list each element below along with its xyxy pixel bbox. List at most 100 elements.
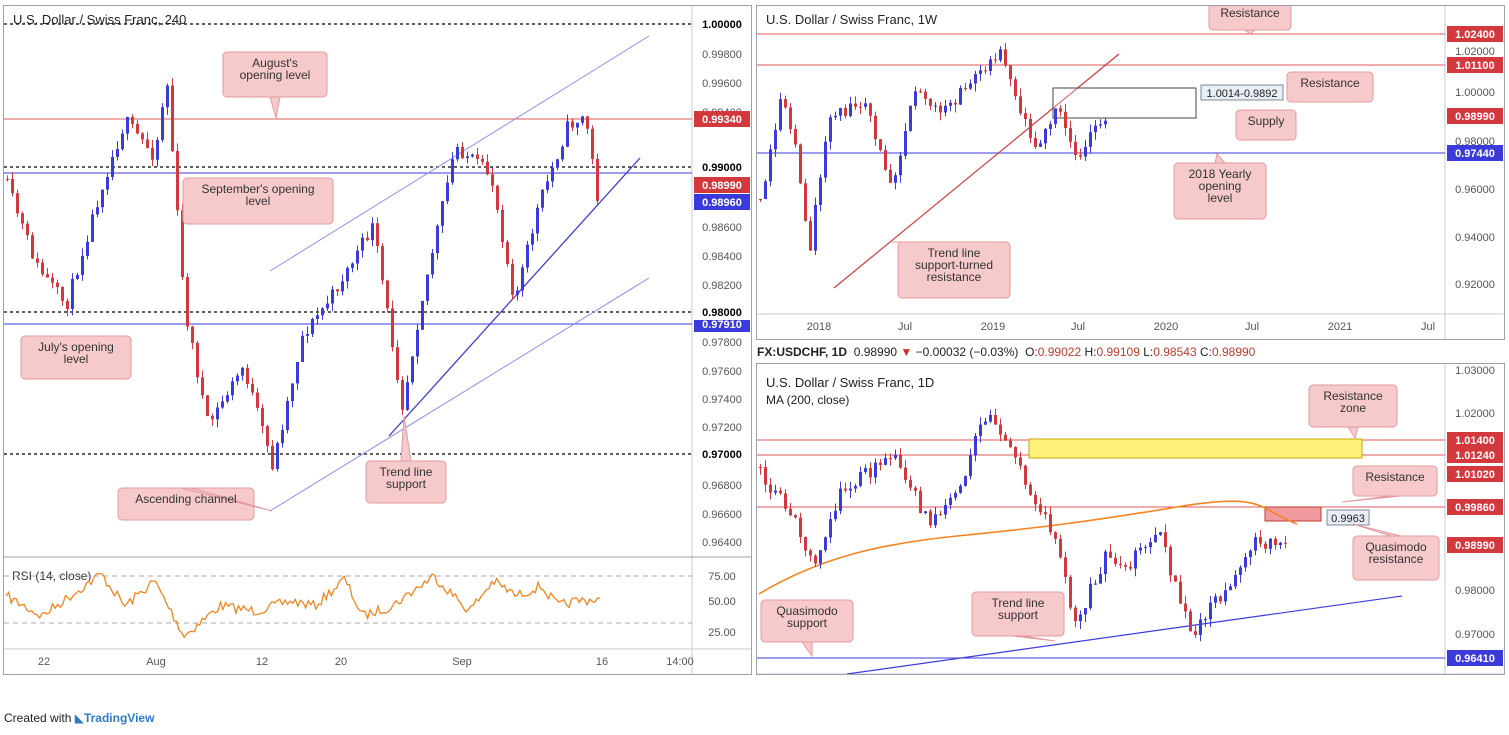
candle-4h-body	[86, 241, 89, 256]
y-tick-label: 0.96000	[1455, 184, 1495, 196]
ohlc-change: −0.00032 (−0.03%)	[915, 345, 1019, 359]
candle-1w-body	[954, 102, 957, 105]
x-tick-label: Jul	[1421, 321, 1435, 333]
candle-1w-body	[779, 99, 782, 130]
candle-1d-body	[1259, 537, 1262, 544]
candle-1d-body	[1254, 537, 1257, 551]
candle-4h-body	[301, 335, 304, 362]
candle-4h-body	[276, 443, 279, 469]
y-tick-label: 0.97200	[702, 422, 742, 434]
price-tag: 0.99340	[702, 114, 742, 126]
y-tick-label: 1.02000	[1455, 46, 1495, 58]
candle-1w-body	[1099, 124, 1102, 126]
candle-1d-body	[959, 485, 962, 493]
chart-4h-svg: 0.998000.996000.994000.986000.984000.982…	[4, 6, 751, 674]
callout-quasimodo-resistance-pointer	[1352, 523, 1402, 537]
candle-1d-body	[1054, 532, 1057, 539]
x-tick-label: 20	[335, 656, 347, 668]
candle-1w-body	[784, 99, 787, 108]
y-tick-label: 0.98000	[1455, 585, 1495, 597]
candle-1d-body	[1029, 484, 1032, 495]
callout-resistance-top-pointer	[1243, 29, 1257, 35]
y-tick-label: 0.92000	[1455, 279, 1495, 291]
candle-4h-body	[266, 426, 269, 446]
channel-lower-line	[269, 277, 650, 512]
candle-4h-body	[526, 244, 529, 268]
candle-4h-body	[246, 367, 249, 384]
candle-1w-body	[884, 150, 887, 170]
price-tag-bg	[694, 177, 750, 193]
candle-1w-body	[844, 108, 847, 116]
price-tag: 1.02400	[1455, 29, 1495, 41]
callout-trendline-text-2: resistance	[927, 270, 982, 284]
candle-1d-body	[919, 490, 922, 514]
candle-1w-body	[929, 98, 932, 106]
candle-4h-body	[296, 361, 299, 384]
candle-1w-body	[989, 59, 992, 71]
callout-resistance-zone-text-0: Resistance	[1323, 389, 1383, 403]
footer-brand[interactable]: TradingView	[83, 711, 155, 725]
candle-1d-body	[874, 462, 877, 478]
candle-4h-body	[306, 334, 309, 336]
y-tick-label: 0.98600	[702, 222, 742, 234]
candle-4h-body	[381, 245, 384, 281]
candle-1w-body	[894, 175, 897, 183]
candle-1d-body	[1224, 590, 1227, 602]
candle-1d-body	[1109, 551, 1112, 558]
candle-4h-body	[241, 367, 244, 376]
callout-july-open-text-1: level	[64, 352, 89, 366]
candle-4h-body	[441, 201, 444, 226]
candle-4h-body	[116, 149, 119, 157]
candle-4h-body	[56, 282, 59, 287]
candle-4h-body	[451, 159, 454, 183]
x-tick-label: 2019	[981, 321, 1005, 333]
candle-4h-body	[326, 303, 329, 309]
resistance-zone-box	[1028, 438, 1363, 459]
supply-label-bg	[1200, 84, 1284, 101]
candle-1d-body	[879, 462, 882, 465]
callout-resistance-text-0: Resistance	[1365, 470, 1425, 484]
candle-1d-body	[854, 485, 857, 489]
candle-1d-body	[984, 421, 987, 425]
price-tag-black: 0.99000	[702, 162, 742, 174]
candle-1d-body	[964, 476, 967, 486]
candle-4h-body	[411, 356, 414, 383]
candle-1d-body	[969, 455, 972, 477]
candle-1d-body	[1139, 547, 1142, 551]
chart-1d-panel[interactable]: 1.030001.020001.010000.980000.970000.996…	[756, 363, 1505, 675]
candle-4h-body	[431, 253, 434, 275]
chart-4h-panel[interactable]: 0.998000.996000.994000.986000.984000.982…	[3, 5, 752, 675]
y-tick-label: 0.98200	[702, 280, 742, 292]
price-tag: 0.98990	[1455, 111, 1495, 123]
candle-1d-body	[1004, 434, 1007, 441]
tradingview-logo-icon: ◣	[74, 711, 84, 725]
candle-4h-body	[476, 154, 479, 159]
candle-1d-body	[859, 472, 862, 486]
callout-quasimodo-resistance-text-1: resistance	[1369, 552, 1424, 566]
candle-4h-body	[366, 237, 369, 241]
callout-trendline-text-1: support	[386, 477, 427, 491]
x-tick-label: 2021	[1328, 321, 1352, 333]
chart-1w-panel[interactable]: 1.02000 1.00000 0.98000 0.96000 0.94000 0.920…	[756, 5, 1505, 340]
trendline-support	[388, 157, 641, 437]
candle-1w-body	[869, 103, 872, 116]
candle-4h-body	[311, 318, 314, 335]
y-tick-label: 0.99800	[702, 49, 742, 61]
candle-4h-body	[436, 225, 439, 254]
candle-4h-body	[341, 281, 344, 292]
price-tag-black-bg	[694, 16, 750, 32]
price-tag-black: 0.98000	[702, 307, 742, 319]
callout-yearly-open-text-0: 2018 Yearly	[1189, 167, 1252, 181]
x-tick-label: Aug	[146, 656, 166, 668]
chart-1d-svg: 1.030001.020001.010000.980000.970000.996…	[757, 364, 1504, 674]
x-tick-label: 2020	[1154, 321, 1178, 333]
callout-quasimodo-support-text-0: Quasimodo	[776, 604, 838, 618]
candle-1w-body	[1049, 124, 1052, 129]
candle-4h-body	[191, 326, 194, 343]
candle-1w-body	[1064, 111, 1067, 129]
candle-4h-body	[51, 277, 54, 283]
candle-4h-body	[256, 392, 259, 408]
ohlc-symbol: FX:USDCHF, 1D	[757, 345, 848, 359]
candle-1w-body	[969, 83, 972, 89]
candle-4h-body	[421, 300, 424, 330]
